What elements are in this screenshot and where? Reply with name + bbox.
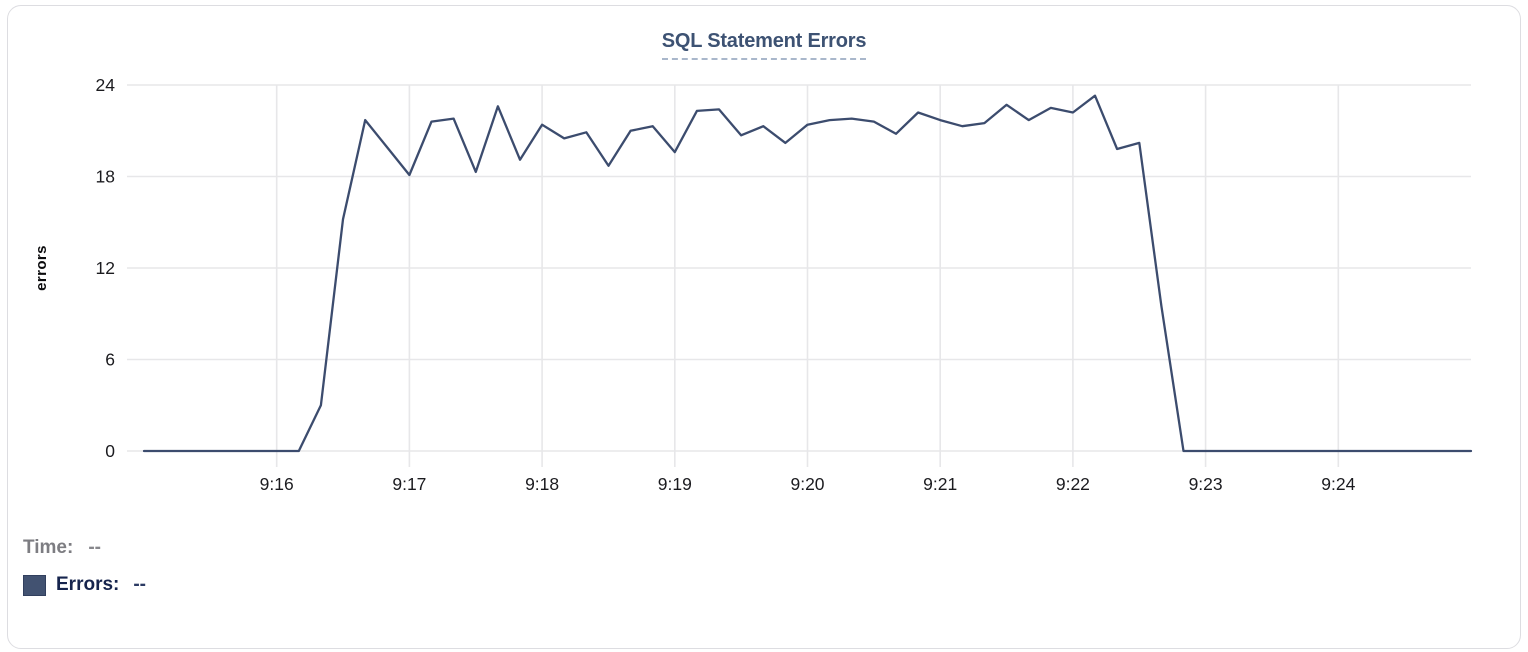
tooltip-time-row: Time: -- <box>23 537 146 559</box>
x-tick-label: 9:22 <box>1056 474 1090 494</box>
x-tick-label: 9:20 <box>790 474 824 494</box>
tooltip-errors-row: Errors: -- <box>23 574 146 596</box>
y-axis-title: errors <box>33 245 50 291</box>
chart-title[interactable]: SQL Statement Errors <box>661 30 866 60</box>
time-value: -- <box>88 537 101 558</box>
x-tick-label: 9:23 <box>1189 474 1223 494</box>
x-tick-label: 9:17 <box>392 474 426 494</box>
errors-series-swatch <box>23 574 46 596</box>
y-tick-label: 12 <box>96 258 115 278</box>
y-tick-label: 18 <box>96 167 115 187</box>
x-tick-label: 9:18 <box>525 474 559 494</box>
tooltip-readout: Time: -- Errors: -- <box>23 537 146 596</box>
y-tick-label: 24 <box>96 75 116 95</box>
x-tick-label: 9:19 <box>658 474 692 494</box>
time-label: Time: <box>23 537 74 558</box>
x-tick-label: 9:16 <box>260 474 294 494</box>
errors-series-line[interactable] <box>142 94 1473 453</box>
chart-header: SQL Statement Errors <box>8 30 1520 60</box>
errors-value: -- <box>133 574 147 595</box>
x-tick-label: 9:24 <box>1321 474 1355 494</box>
x-tick-label: 9:21 <box>923 474 957 494</box>
line-chart-svg[interactable]: 0 6 12 18 24 9:16 9:17 9:18 9:19 9:20 9:21 9:22 9:23… <box>8 6 1522 650</box>
y-tick-label: 0 <box>105 441 115 461</box>
errors-label: Errors: <box>56 574 120 595</box>
chart-card: SQL Statement Errors 0 6 12 18 24 9:16 9:17 9:1… <box>7 5 1521 649</box>
y-tick-label: 6 <box>105 350 115 370</box>
